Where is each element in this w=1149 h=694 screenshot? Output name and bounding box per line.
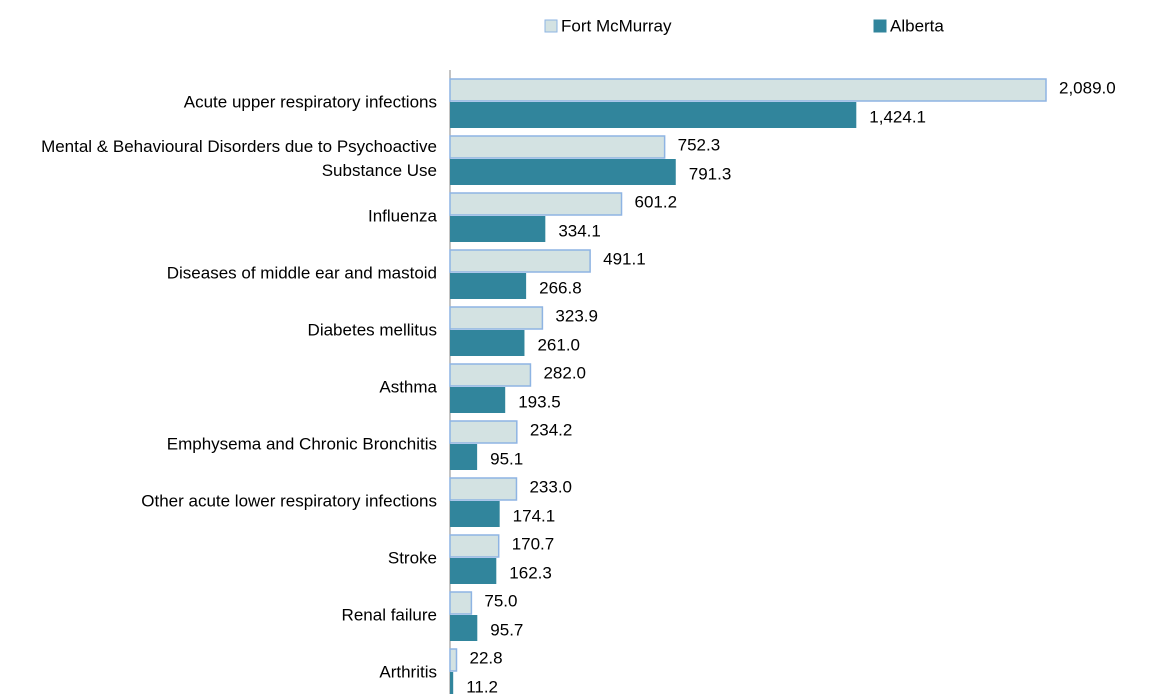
bar (449, 192, 623, 216)
value-label: 193.5 (518, 392, 561, 411)
value-label: 11.2 (466, 677, 498, 694)
bar (450, 444, 478, 470)
category-label: Stroke (388, 548, 437, 567)
bar (450, 102, 857, 128)
bar (449, 420, 518, 444)
category-label: Other acute lower respiratory infections (141, 491, 437, 510)
legend-label: Alberta (890, 16, 944, 35)
value-label: 323.9 (555, 306, 598, 325)
value-label: 22.8 (470, 648, 503, 667)
bar (450, 672, 454, 694)
value-label: 752.3 (678, 135, 721, 154)
category-label: Asthma (379, 377, 437, 396)
bar (450, 558, 497, 584)
bar (449, 534, 500, 558)
bar (449, 648, 458, 672)
category-label: Mental & Behavioural Disorders due to Ps… (41, 137, 437, 180)
value-label: 1,424.1 (869, 107, 926, 126)
bar (449, 249, 591, 273)
value-label: 162.3 (509, 563, 552, 582)
value-label: 233.0 (529, 477, 572, 496)
category-label: Emphysema and Chronic Bronchitis (167, 434, 437, 453)
category-label: Diseases of middle ear and mastoid (167, 263, 437, 282)
value-label: 266.8 (539, 278, 582, 297)
value-label: 95.1 (490, 449, 523, 468)
bar (449, 477, 518, 501)
value-label: 601.2 (635, 192, 678, 211)
value-label: 491.1 (603, 249, 646, 268)
bar (450, 216, 546, 242)
category-label: Arthritis (379, 662, 437, 681)
value-label: 334.1 (558, 221, 601, 240)
bar (450, 387, 506, 413)
value-label: 234.2 (530, 420, 573, 439)
category-label: Acute upper respiratory infections (184, 92, 437, 111)
bar (450, 330, 525, 356)
category-label: Renal failure (342, 605, 437, 624)
value-label: 170.7 (512, 534, 555, 553)
category-label: Influenza (368, 206, 438, 225)
legend-swatch (544, 19, 558, 33)
bar (449, 306, 544, 330)
value-label: 95.7 (490, 620, 523, 639)
bar (450, 159, 676, 185)
category-label: Diabetes mellitus (308, 320, 437, 339)
bar (449, 78, 1047, 102)
value-label: 791.3 (689, 164, 732, 183)
bar (449, 363, 532, 387)
bar (449, 591, 473, 615)
legend-label: Fort McMurray (561, 16, 672, 35)
legend-swatch (873, 19, 887, 33)
value-label: 282.0 (543, 363, 586, 382)
bar (450, 273, 527, 299)
bar (450, 501, 500, 527)
value-label: 261.0 (537, 335, 580, 354)
value-label: 174.1 (513, 506, 556, 525)
value-label: 75.0 (484, 591, 517, 610)
bar (449, 135, 666, 159)
bar (450, 615, 478, 641)
value-label: 2,089.0 (1059, 78, 1116, 97)
